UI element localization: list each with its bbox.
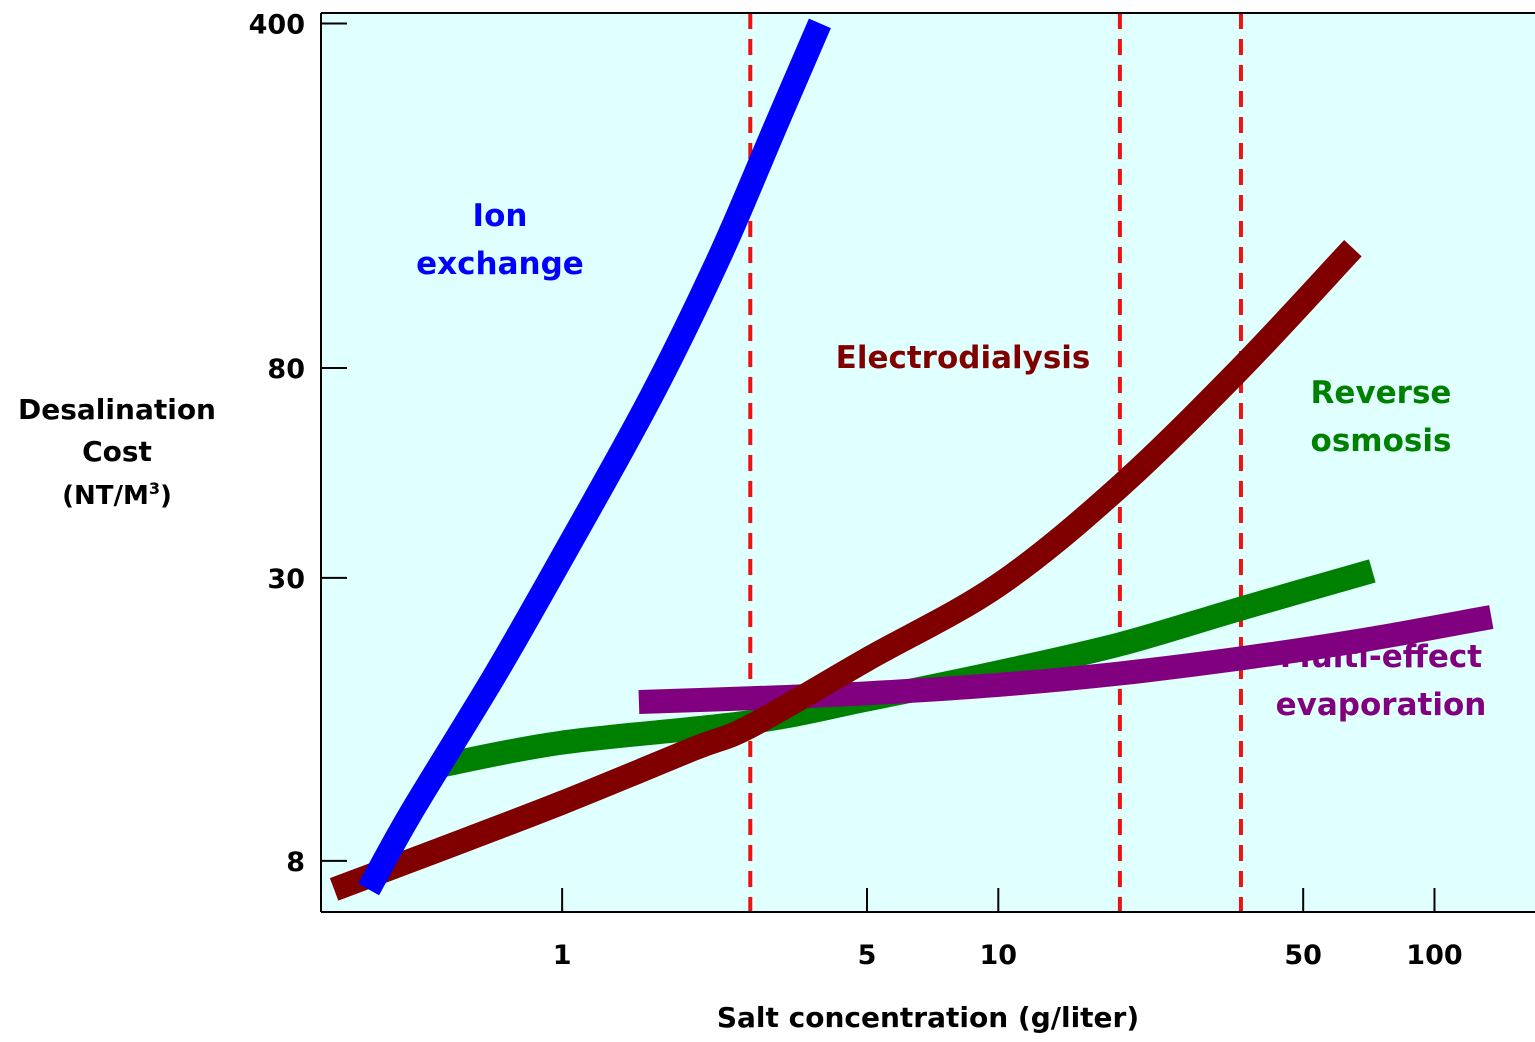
series-label-line: Electrodialysis: [836, 340, 1091, 376]
y-axis-title-line1: Desalination: [18, 393, 216, 426]
series-label-line: Multi-effect: [1280, 639, 1482, 675]
series-lines: [329, 18, 1494, 901]
y-axis-title: Desalination Cost (NT/M3): [18, 393, 216, 511]
series-label-reverse-osmosis: Reverse osmosis: [1311, 375, 1452, 459]
x-ticks: 1 5 10 50 100: [553, 888, 1463, 971]
series-labels: Ion exchange Electrodialysis Reverse osmosis…: [416, 198, 1486, 723]
series-line-multi-effect-evaporation: [638, 605, 1494, 714]
series-line-electrodialysis: [329, 239, 1362, 901]
y-tick-label-30: 30: [267, 564, 305, 595]
series-label-multi-effect-evaporation: Multi-effect evaporation: [1276, 639, 1487, 723]
y-axis-title-line2: Cost: [82, 435, 152, 468]
x-tick-label-50: 50: [1284, 940, 1322, 971]
x-axis-title: Salt concentration (g/liter): [717, 1001, 1139, 1034]
series-label-ion-exchange: Ion exchange: [416, 198, 584, 282]
x-tick-label-5: 5: [858, 940, 877, 971]
series-label-line: Reverse: [1311, 375, 1452, 411]
series-label-line: exchange: [416, 246, 584, 282]
y-axis-title-unit: (NT/M: [62, 481, 149, 511]
y-tick-label-80: 80: [267, 354, 305, 385]
series-label-electrodialysis: Electrodialysis: [836, 340, 1091, 376]
x-tick-label-100: 100: [1406, 940, 1462, 971]
y-ticks: 8 30 80 400: [249, 9, 347, 878]
y-tick-label-400: 400: [249, 9, 305, 40]
y-axis-title-superscript: 3: [149, 479, 160, 498]
y-axis-title-close: ): [160, 481, 172, 511]
series-label-line: Ion: [473, 198, 528, 234]
series-label-line: osmosis: [1311, 423, 1452, 459]
series-line-ion-exchange: [358, 18, 831, 896]
reference-lines: [748, 13, 1243, 912]
x-tick-label-10: 10: [980, 940, 1018, 971]
x-tick-label-1: 1: [553, 940, 572, 971]
plot-area-background: [321, 13, 1535, 912]
y-axis-title-line3: (NT/M3): [62, 479, 172, 511]
series-label-line: evaporation: [1276, 687, 1487, 723]
y-tick-label-8: 8: [286, 847, 305, 878]
